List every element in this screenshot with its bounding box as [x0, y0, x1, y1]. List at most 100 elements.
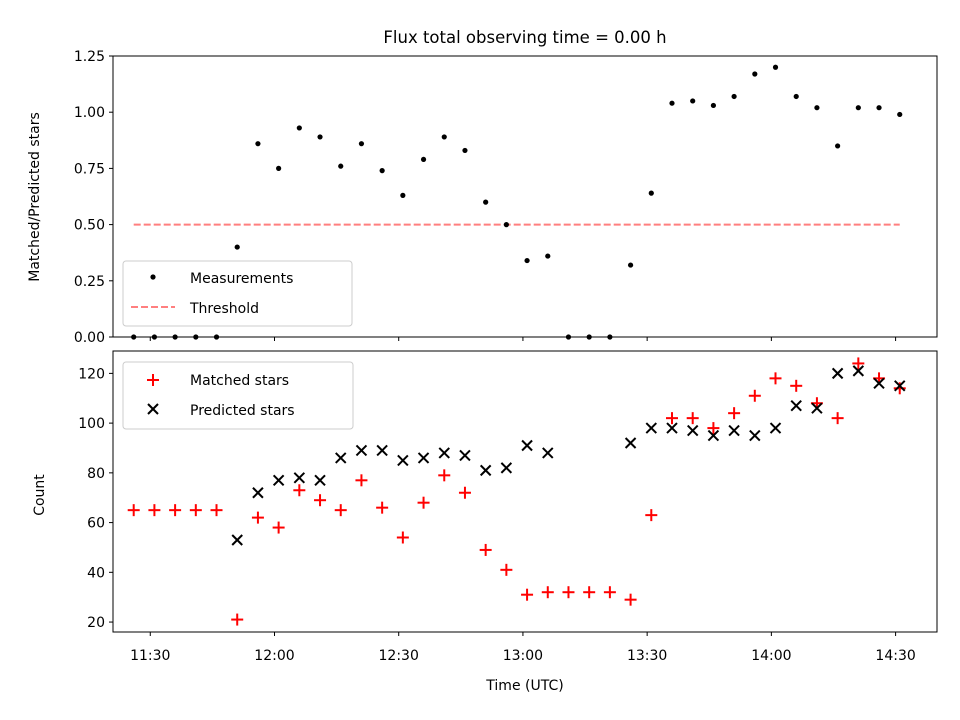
- measurement-point: [400, 192, 406, 198]
- matched-star-point: [852, 357, 865, 370]
- y-tick-label: 1.25: [74, 49, 105, 65]
- predicted-star-point: [666, 422, 678, 434]
- predicted-star-point: [831, 367, 844, 380]
- legend-predicted-marker: [147, 403, 159, 415]
- measurement-point: [379, 168, 385, 174]
- measurement-point: [710, 102, 717, 109]
- predicted-star-point: [438, 447, 450, 459]
- matched-star-point: [251, 511, 264, 524]
- matched-star-point: [686, 412, 699, 425]
- measurement-point: [276, 165, 282, 171]
- predicted-star-point: [811, 402, 823, 414]
- measurement-point: [669, 100, 675, 106]
- measurement-point: [897, 111, 903, 118]
- predicted-star-point: [355, 444, 368, 457]
- legend-predicted-label: Predicted stars: [190, 403, 295, 419]
- matched-star-point: [396, 531, 409, 544]
- top-legend: Measurements Threshold: [122, 260, 353, 327]
- measurement-point: [772, 64, 779, 70]
- matched-star-point: [583, 586, 596, 599]
- matched-star-point: [334, 504, 347, 517]
- matched-star-point: [831, 412, 844, 425]
- measurement-point: [317, 134, 323, 140]
- predicted-star-point: [769, 422, 782, 434]
- y-tick-label: 0.00: [74, 330, 105, 346]
- matched-star-point: [769, 372, 782, 385]
- x-tick-label: 11:30: [130, 648, 170, 664]
- bottom-y-label: Count: [32, 474, 48, 516]
- predicted-star-point: [749, 429, 761, 442]
- x-axis-label: Time (UTC): [485, 678, 563, 694]
- bottom-axes-frame: [112, 350, 938, 633]
- y-tick-label: 0.25: [74, 274, 105, 290]
- measurement-point: [855, 105, 861, 111]
- predicted-star-point: [894, 380, 906, 392]
- matched-star-point: [272, 521, 285, 534]
- measurement-point: [814, 105, 820, 111]
- predicted-star-point: [624, 437, 637, 449]
- predicted-star-point: [707, 429, 720, 442]
- predicted-star-point: [790, 400, 802, 412]
- bottom-legend: Matched stars Predicted stars: [122, 361, 354, 430]
- matched-star-point: [707, 422, 720, 435]
- matched-star-point: [169, 504, 182, 517]
- predicted-star-point: [479, 464, 492, 477]
- predicted-star-point: [459, 449, 471, 462]
- measurement-point: [503, 222, 509, 228]
- matched-star-point: [417, 496, 430, 509]
- matched-star-point: [293, 484, 306, 497]
- top-y-axis: 0.00 0.25 0.50 0.75 1.00 1.25: [74, 49, 113, 346]
- x-tick-label: 13:30: [627, 648, 667, 664]
- bottom-panel: 20 40 60 80 100 120 11:30 12:00 12:30 13:00 13:30…: [32, 350, 938, 694]
- y-tick-label: 60: [87, 516, 105, 532]
- matched-star-point: [645, 509, 658, 522]
- matched-star-point: [127, 504, 140, 517]
- predicted-star-point: [500, 462, 513, 474]
- matched-star-point: [541, 586, 554, 599]
- predicted-star-point: [417, 452, 430, 464]
- predicted-star-point: [521, 439, 533, 452]
- predicted-star-point: [272, 474, 285, 487]
- x-tick-label: 12:00: [254, 648, 294, 664]
- legend-matched-label: Matched stars: [190, 373, 289, 389]
- y-tick-label: 0.50: [74, 218, 105, 234]
- measurement-point: [462, 147, 468, 154]
- chart-title: Flux total observing time = 0.00 h: [383, 28, 666, 47]
- predicted-star-point: [252, 487, 264, 499]
- top-legend-box: [122, 260, 353, 327]
- matched-star-point: [210, 504, 223, 517]
- measurement-point: [358, 141, 365, 147]
- predicted-star-point: [293, 472, 306, 484]
- matched-star-point: [148, 504, 161, 517]
- measurement-point: [441, 134, 447, 140]
- predicted-star-point: [645, 422, 657, 434]
- x-tick-label: 13:00: [503, 648, 543, 664]
- matched-star-point: [562, 586, 575, 599]
- measurement-point: [835, 143, 841, 149]
- top-y-label: Matched/Predicted stars: [27, 112, 43, 282]
- predicted-star-point: [873, 377, 885, 390]
- legend-measurements-label: Measurements: [190, 271, 293, 287]
- measurement-point: [876, 105, 882, 111]
- matched-star-point: [603, 586, 616, 599]
- matched-star-point: [189, 504, 202, 517]
- measurement-point: [793, 93, 799, 100]
- predicted-star-point: [542, 447, 554, 459]
- matched-star-point: [665, 412, 678, 425]
- measurement-point: [338, 163, 344, 169]
- predicted-star-point: [686, 424, 699, 437]
- measurement-point: [627, 262, 634, 268]
- legend-threshold-label: Threshold: [189, 301, 259, 317]
- x-tick-label: 14:30: [875, 648, 915, 664]
- measurement-point: [752, 71, 758, 77]
- measurement-point: [296, 125, 302, 131]
- y-tick-label: 40: [87, 565, 105, 581]
- matched-star-point: [521, 588, 534, 601]
- y-tick-label: 0.75: [74, 161, 105, 177]
- predicted-star-point: [314, 474, 326, 487]
- matched-star-point: [893, 382, 906, 395]
- top-axes-frame: [112, 55, 938, 338]
- measurement-point: [731, 93, 737, 100]
- matched-star-point: [728, 407, 741, 420]
